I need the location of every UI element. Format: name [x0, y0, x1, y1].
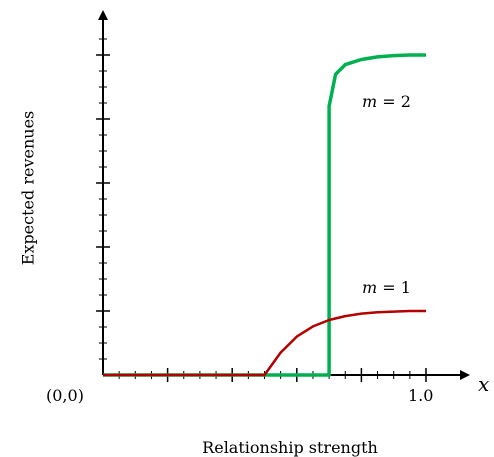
ticks [96, 38, 427, 382]
axes [98, 10, 470, 380]
series-line-m1 [103, 309, 426, 377]
series-line-m2 [103, 53, 426, 377]
y-axis-label: Expected revenues [18, 110, 38, 266]
x-axis-symbol: x [478, 372, 490, 396]
origin-label: (0,0) [46, 386, 84, 405]
x-axis-label: Relationship strength [202, 438, 378, 457]
series-lines [103, 53, 426, 377]
x-tick-label-1: 1.0 [408, 386, 434, 405]
series-label-m2: m = 2 [362, 92, 411, 111]
series-label-m1: m = 1 [362, 278, 411, 297]
